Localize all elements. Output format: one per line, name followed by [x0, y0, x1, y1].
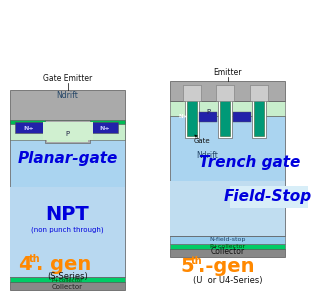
Bar [199, 112, 217, 122]
Text: P: P [65, 131, 69, 137]
Bar [10, 90, 125, 122]
Bar [170, 181, 285, 236]
Text: N+: N+ [24, 125, 34, 130]
Text: P+collector: P+collector [52, 278, 83, 283]
Bar [10, 187, 125, 277]
Text: th: th [191, 256, 203, 266]
Bar [252, 98, 266, 138]
Text: N+: N+ [179, 114, 188, 119]
Bar [47, 122, 88, 133]
Text: Gate: Gate [194, 138, 210, 144]
Bar [220, 100, 230, 136]
Bar [43, 122, 93, 140]
Text: 4: 4 [18, 255, 32, 275]
Text: P: P [206, 109, 210, 115]
Text: 5: 5 [180, 258, 194, 276]
Bar [15, 122, 43, 133]
Bar [170, 236, 285, 244]
Bar [170, 81, 285, 101]
Bar [170, 249, 285, 257]
Text: (U  or U4-Series): (U or U4-Series) [193, 276, 262, 284]
Bar [187, 100, 197, 136]
Text: N-field-stop: N-field-stop [209, 237, 246, 242]
Bar [170, 116, 285, 236]
Bar [10, 120, 125, 124]
Bar [10, 122, 125, 140]
Text: . gen: . gen [36, 255, 91, 275]
Bar [183, 85, 201, 101]
Text: (non punch through): (non punch through) [31, 227, 104, 233]
Bar [254, 100, 264, 136]
Text: P+collector: P+collector [210, 243, 246, 248]
Text: Collector: Collector [211, 248, 245, 256]
Bar [233, 112, 251, 122]
Bar [47, 122, 88, 142]
Bar [229, 186, 308, 208]
Bar [170, 101, 285, 116]
Bar [45, 120, 90, 143]
Text: Trench gate: Trench gate [199, 155, 300, 170]
Text: Ndrift: Ndrift [197, 150, 218, 160]
Bar [92, 122, 118, 133]
Text: .-gen: .-gen [198, 258, 254, 276]
Text: Planar-gate: Planar-gate [17, 150, 118, 165]
Text: Ndrift: Ndrift [56, 91, 79, 99]
Bar [10, 282, 125, 290]
Text: (S-Series): (S-Series) [47, 273, 88, 281]
Text: Field-Stop: Field-Stop [223, 189, 312, 204]
Text: Collector: Collector [52, 284, 83, 290]
Text: NPT: NPT [46, 206, 89, 224]
Bar [185, 98, 199, 138]
Bar [250, 85, 268, 101]
Bar [218, 98, 232, 138]
Text: N+: N+ [100, 125, 110, 130]
Text: Emitter: Emitter [213, 68, 242, 77]
Text: Gate Emitter: Gate Emitter [43, 74, 92, 83]
Bar [216, 85, 234, 101]
Bar [170, 244, 285, 249]
Bar [10, 122, 125, 277]
Bar [10, 277, 125, 282]
Text: th: th [29, 254, 41, 264]
